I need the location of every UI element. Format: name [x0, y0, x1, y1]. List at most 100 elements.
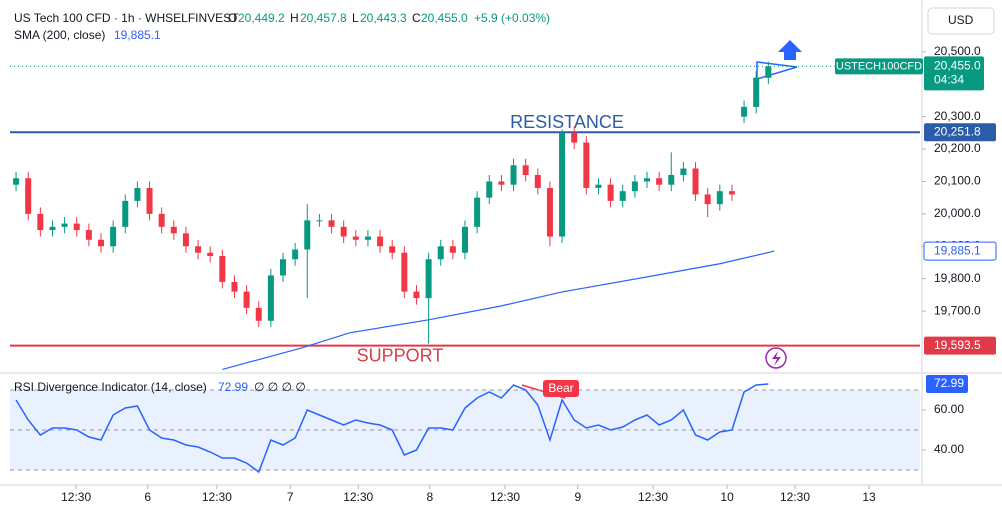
up-arrow	[778, 40, 802, 60]
candle-body	[61, 223, 68, 227]
rsi-value: 72.99	[218, 380, 248, 394]
currency: USD	[948, 13, 974, 27]
candle-body	[425, 259, 432, 299]
candle-body	[765, 66, 772, 78]
candle-body	[449, 246, 456, 253]
symbol: US Tech 100 CFD · 1h · WHSELFINVEST	[14, 11, 239, 25]
x-tick-label: 12:30	[202, 490, 232, 504]
low: 20,443.3	[360, 11, 407, 25]
symbol-tag-label: USTECH100CFD	[836, 60, 922, 72]
bear-label-box	[543, 380, 579, 397]
candle-body	[195, 246, 202, 253]
x-tick-label: 12:30	[780, 490, 810, 504]
candle-body	[753, 77, 760, 107]
candle-body	[207, 252, 214, 256]
y-tick-label: 20,500.0	[934, 44, 981, 58]
currency-button[interactable]	[927, 7, 995, 35]
candle-body	[267, 275, 274, 321]
x-tick-label: 12:30	[638, 490, 668, 504]
candle-body	[583, 142, 590, 188]
candle-body	[728, 191, 735, 195]
candle-body	[13, 178, 20, 185]
candle-body	[231, 281, 238, 292]
candle-body	[413, 291, 420, 299]
candle-body	[704, 194, 711, 205]
y-tick-label: 20,200.0	[934, 141, 981, 155]
candle-body	[546, 187, 553, 237]
candle-body	[182, 233, 189, 247]
candle-body	[619, 191, 626, 201]
sma-title: SMA (200, close)	[14, 28, 105, 42]
triangle-pattern	[756, 61, 798, 81]
high: 20,457.8	[300, 11, 347, 25]
candle-body	[498, 181, 505, 185]
candle-body	[219, 255, 226, 282]
x-tick-label: 12:30	[490, 490, 520, 504]
sma-value: 19,885.1	[114, 28, 161, 42]
change: +5.9 (+0.03%)	[474, 11, 550, 25]
candle-body	[571, 132, 578, 143]
x-tick-label: 7	[287, 490, 294, 504]
candle-body	[316, 220, 323, 222]
close: 20,455.0	[421, 11, 468, 25]
candle-body	[49, 226, 56, 231]
alert-bolt	[772, 351, 781, 366]
candle-body	[656, 178, 663, 185]
rsi-tag	[926, 375, 968, 394]
rsi-tag-label: 72.99	[934, 376, 964, 390]
bear-label: Bear	[548, 381, 573, 395]
candle-body	[437, 246, 444, 260]
candle-body	[170, 226, 177, 234]
candle-body	[559, 132, 566, 237]
x-tick-label: 10	[720, 490, 734, 504]
h-label: H	[290, 11, 299, 25]
rsi-flags: ∅ ∅ ∅ ∅	[254, 380, 306, 394]
l-label: L	[352, 11, 359, 25]
x-tick-label: 12:30	[61, 490, 91, 504]
x-tick-label: 13	[862, 490, 876, 504]
candle-body	[644, 178, 650, 182]
level-tag	[924, 123, 996, 142]
candle-body	[85, 230, 92, 240]
candle-body	[680, 168, 687, 175]
y-tick-label: 20,300.0	[934, 109, 981, 123]
candle-body	[98, 239, 104, 247]
candle-body	[146, 187, 153, 214]
o-label: O	[228, 11, 237, 25]
open: 20,449.2	[238, 11, 285, 25]
sma-tag	[923, 241, 997, 261]
candle-body	[304, 220, 311, 250]
sma-tag-label: 19,885.1	[934, 243, 981, 257]
candle-body	[522, 165, 529, 175]
level-name: RESISTANCE	[510, 112, 624, 132]
candle-body	[389, 246, 396, 253]
candle-body	[474, 197, 481, 227]
candle-body	[122, 200, 129, 227]
candle-body	[340, 226, 347, 237]
candle-body	[486, 181, 493, 198]
candle-body	[243, 291, 250, 308]
candle-body	[741, 106, 748, 117]
symbol-tag	[835, 58, 923, 75]
price-tag-label: 20,455.0	[934, 59, 981, 73]
x-tick-label: 6	[144, 490, 151, 504]
price-tag	[924, 56, 984, 91]
rsi-line	[15, 383, 769, 474]
level-tag-label: 20,251.8	[934, 124, 981, 138]
x-tick-label: 9	[574, 490, 581, 504]
candle-body	[292, 249, 299, 260]
candle-body	[73, 223, 80, 231]
candle-body	[25, 178, 32, 214]
candle-body	[364, 236, 371, 240]
rsi-tick-label: 40.00	[934, 442, 964, 456]
countdown: 04:34	[934, 73, 964, 87]
candle-body	[716, 191, 723, 205]
candle-body	[37, 213, 44, 231]
candle-body	[631, 181, 638, 192]
candle-body	[158, 213, 165, 227]
x-tick-label: 12:30	[343, 490, 373, 504]
candle-body	[280, 259, 286, 276]
level-name: SUPPORT	[357, 345, 444, 365]
c-label: C	[412, 11, 421, 25]
